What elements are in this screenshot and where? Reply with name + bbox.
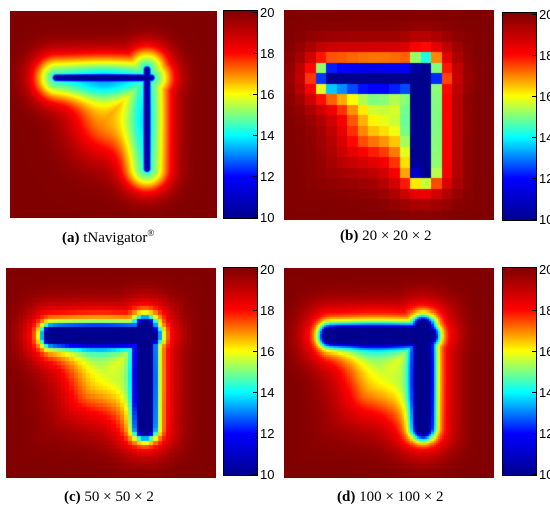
- colorbar-tick-mark: [253, 135, 258, 136]
- colorbar-tick-mark: [253, 310, 258, 311]
- colorbar-tick-label: 16: [260, 344, 275, 359]
- colorbar-tick-mark: [253, 94, 258, 95]
- colorbar-tick-mark: [253, 474, 258, 475]
- colorbar-tick-label: 12: [260, 426, 275, 441]
- colorbar-tick-label: 20: [539, 7, 550, 22]
- caption-d: (d) 100 × 100 × 2: [337, 489, 444, 505]
- colorbar-tick-label: 20: [260, 5, 275, 20]
- colorbar-d: [502, 267, 537, 476]
- caption-a: (a) tNavigator®: [62, 228, 155, 246]
- colorbar-tick-label: 14: [260, 128, 275, 143]
- colorbar-tick-label: 20: [260, 262, 275, 277]
- colorbar-tick-label: 18: [260, 303, 275, 318]
- colorbar-tick-mark: [532, 310, 537, 311]
- heatmap-a: [10, 11, 217, 218]
- colorbar-tick-label: 10: [539, 467, 550, 482]
- colorbar-tick-label: 18: [539, 303, 550, 318]
- colorbar-tick-mark: [532, 351, 537, 352]
- colorbar-tick-mark: [532, 96, 537, 97]
- colorbar-tick-mark: [253, 351, 258, 352]
- colorbar-tick-label: 14: [539, 130, 550, 145]
- colorbar-tick-label: 20: [539, 262, 550, 277]
- colorbar-tick-label: 10: [260, 210, 275, 225]
- heatmap-b: [284, 10, 494, 220]
- colorbar-tick-label: 16: [539, 89, 550, 104]
- heatmap-c: [6, 268, 216, 478]
- colorbar-b: [502, 12, 537, 221]
- colorbar-tick-mark: [253, 176, 258, 177]
- colorbar-tick-label: 10: [539, 212, 550, 227]
- colorbar-tick-mark: [532, 14, 537, 15]
- colorbar-tick-label: 10: [260, 467, 275, 482]
- colorbar-tick-mark: [532, 269, 537, 270]
- colorbar-tick-mark: [532, 474, 537, 475]
- colorbar-tick-mark: [253, 12, 258, 13]
- colorbar-tick-label: 12: [539, 171, 550, 186]
- colorbar-tick-mark: [532, 433, 537, 434]
- colorbar-tick-label: 12: [539, 426, 550, 441]
- colorbar-tick-mark: [532, 178, 537, 179]
- colorbar-tick-label: 16: [539, 344, 550, 359]
- colorbar-tick-mark: [532, 137, 537, 138]
- colorbar-tick-mark: [532, 55, 537, 56]
- colorbar-tick-label: 14: [539, 385, 550, 400]
- colorbar-c: [223, 267, 258, 476]
- colorbar-tick-mark: [253, 217, 258, 218]
- colorbar-tick-label: 16: [260, 87, 275, 102]
- colorbar-tick-label: 18: [539, 48, 550, 63]
- caption-c: (c) 50 × 50 × 2: [64, 489, 154, 505]
- colorbar-tick-mark: [253, 53, 258, 54]
- colorbar-tick-mark: [253, 269, 258, 270]
- colorbar-tick-label: 14: [260, 385, 275, 400]
- colorbar-tick-mark: [253, 433, 258, 434]
- colorbar-tick-label: 12: [260, 169, 275, 184]
- colorbar-tick-mark: [532, 219, 537, 220]
- colorbar-tick-mark: [253, 392, 258, 393]
- caption-b: (b) 20 × 20 × 2: [340, 228, 432, 244]
- heatmap-d: [284, 268, 494, 478]
- colorbar-tick-mark: [532, 392, 537, 393]
- colorbar-tick-label: 18: [260, 46, 275, 61]
- colorbar-a: [223, 10, 258, 219]
